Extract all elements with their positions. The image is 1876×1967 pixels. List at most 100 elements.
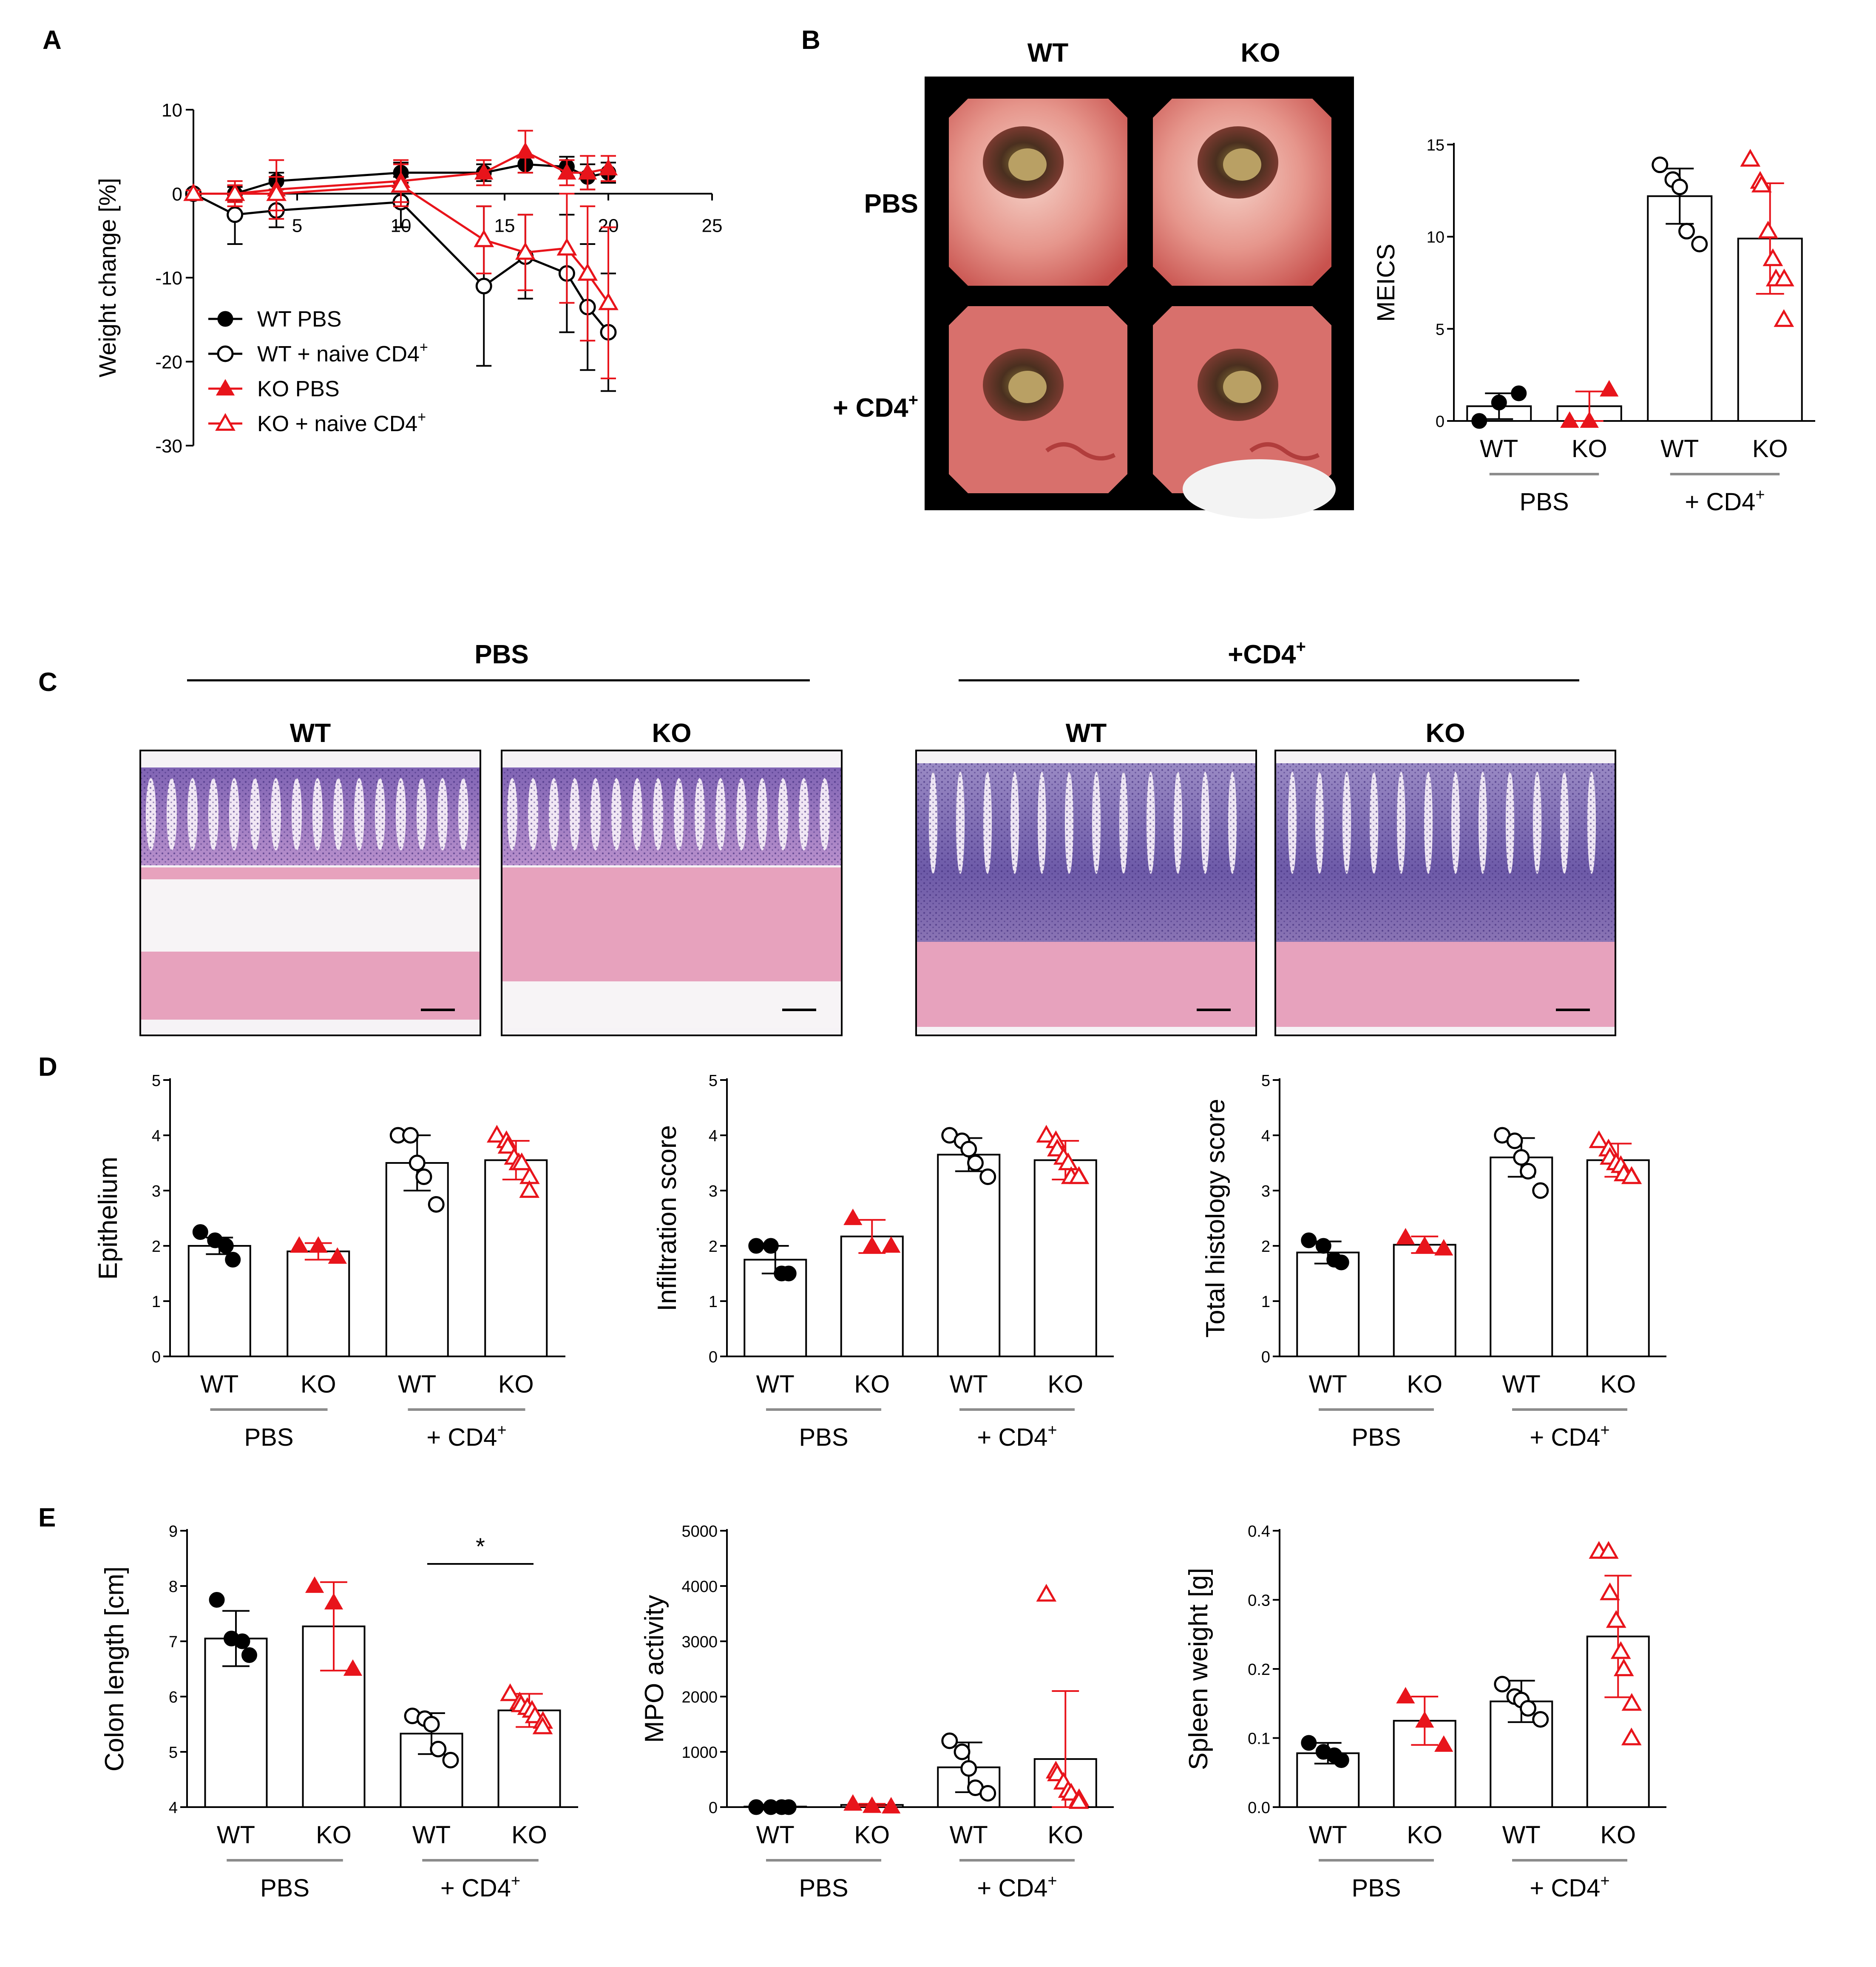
data-point [1511,385,1527,401]
data-point [391,175,411,193]
bar [385,1162,449,1357]
group-label-cd4: + CD4+ [977,1872,1057,1902]
group-label-cd4: + CD4+ [1685,486,1765,516]
group-label-cd4: + CD4+ [440,1872,520,1902]
y-tick-label: 3 [1261,1182,1270,1200]
data-point [1415,1711,1434,1728]
data-point [763,1238,779,1254]
histology-nuclei [141,767,480,865]
x-tick-label: 25 [702,216,723,236]
x-tick-label: WT [398,1370,436,1398]
x-tick-label: WT [200,1370,238,1398]
endoscopy-bleeding [1249,442,1320,460]
data-point [309,1236,328,1253]
y-tick-label: 2 [1261,1238,1270,1256]
y-axis-label: Total histology score [1201,1099,1230,1338]
data-point [423,1716,440,1733]
y-tick-label: 8 [169,1578,178,1596]
data-point [227,206,244,223]
x-tick-label: KO [1600,1821,1636,1849]
x-tick-label: KO [301,1370,336,1398]
data-point [511,1152,532,1171]
data-point [1758,221,1778,239]
data-point [1415,1236,1434,1253]
data-point [1613,1658,1634,1677]
group-label-cd4: + CD4+ [977,1421,1057,1451]
bar [1296,1251,1360,1358]
data-point [497,1136,518,1154]
x-tick-label: 5 [292,216,302,236]
histology-muscularis [502,879,841,981]
group-label-cd4: + CD4+ [1530,1421,1609,1451]
data-point [1301,1735,1317,1751]
histology-mucosa-muscle [141,867,480,879]
group-label-pbs: PBS [1351,1424,1401,1451]
legend-label: KO + naive CD4+ [257,409,426,436]
data-point [577,263,598,281]
data-point [979,1785,996,1802]
x-tick-label: KO [1752,435,1788,463]
data-point [1774,309,1794,327]
data-point [474,163,494,180]
legend-label: KO PBS [257,377,340,401]
data-point [599,159,618,176]
y-tick-label: 5000 [681,1523,718,1541]
data-point [863,1236,882,1253]
y-tick-label: 4 [169,1799,178,1817]
legend-label: WT PBS [257,307,341,332]
data-point [1532,1182,1549,1199]
data-point [192,1224,208,1240]
data-point [474,229,494,247]
bar [1033,1159,1097,1357]
y-tick-label: 0.4 [1248,1523,1270,1541]
data-point [1774,268,1794,287]
data-point [305,1576,324,1593]
y-axis-label: Infiltration score [653,1125,682,1311]
x-tick-label: 15 [494,216,515,236]
data-point [780,1265,797,1282]
endoscopy-bleeding [1045,442,1116,460]
data-point [1589,1130,1609,1148]
data-point [1315,1238,1331,1254]
histology-header-pbs: PBS [474,640,528,669]
data-point [1621,1693,1642,1711]
spleen-weight-chart: 0.0 0.1 0.2 0.3 0.4 Spleen weight [g] WT KO WT KO… [1184,1523,1666,1902]
x-tick-label: KO [511,1821,547,1849]
y-tick-label: 0 [172,184,182,205]
data-point [1058,1152,1078,1171]
y-tick-label: 5 [169,1744,178,1762]
data-point [430,1741,447,1757]
y-axis-label: Weight change [%] [94,178,121,377]
y-axis-label: MPO activity [640,1595,669,1743]
y-tick-label: -20 [155,352,182,373]
x-tick-label: KO [1407,1370,1442,1398]
data-point [1621,1166,1642,1184]
bar [1586,1159,1650,1357]
y-tick-label: 9 [169,1523,178,1541]
x-tick-label: KO [1047,1821,1083,1849]
y-tick-label: 5 [709,1072,718,1090]
histology-serosa [502,981,841,1028]
data-point [1471,413,1487,429]
data-point [486,1125,507,1143]
x-tick-label: KO [1407,1821,1442,1849]
y-tick-label: -30 [155,436,182,457]
legend-marker [217,345,234,362]
data-point [1506,1132,1523,1149]
epithelium-chart: 0 1 2 3 4 5 Epithelium WT KO WT KO PBS + CD4+ [94,1072,565,1451]
x-tick-label: WT [412,1821,451,1849]
data-point [1598,1541,1619,1559]
x-tick-label: KO [1047,1370,1083,1398]
histology-label: KO [652,719,692,748]
y-tick-label: 2000 [681,1688,718,1706]
x-tick-label: WT [756,1370,795,1398]
y-tick-label: -10 [155,268,182,289]
endoscopy-row-pbs: PBS [864,189,918,219]
bar [840,1235,904,1357]
y-tick-label: 10 [1427,229,1445,247]
histology-nuclei [502,767,841,865]
data-point [1678,223,1695,240]
